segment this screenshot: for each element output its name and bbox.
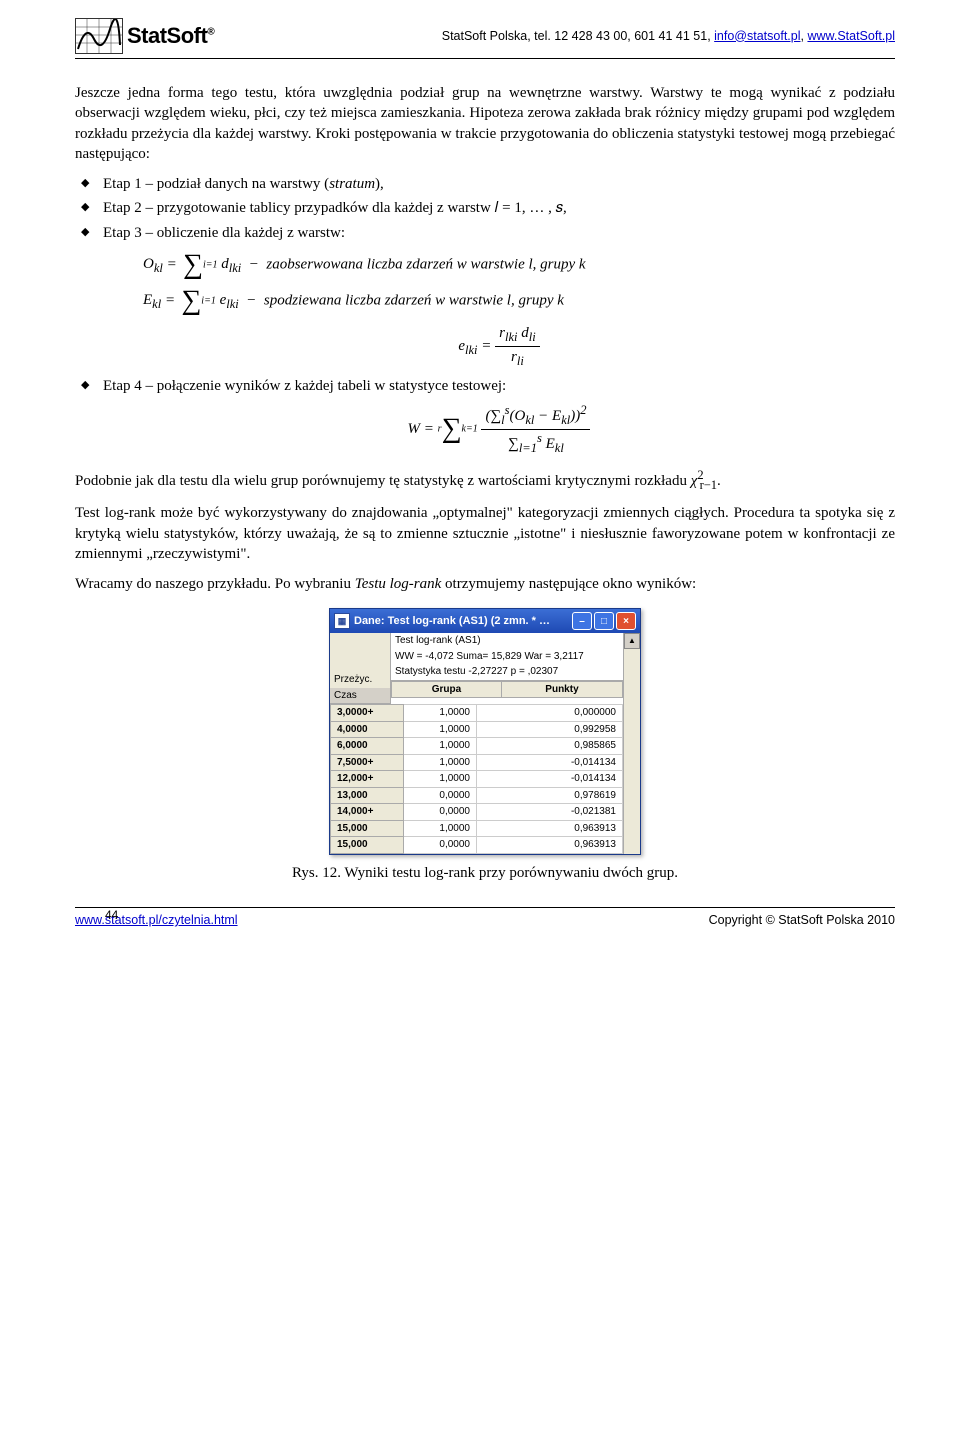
header-contact: StatSoft Polska, tel. 12 428 43 00, 601 … bbox=[214, 28, 895, 45]
data-table: 3,0000+1,00000,0000004,00001,00000,99295… bbox=[330, 704, 623, 854]
formula-O: Okl = ∑i=1 dlki − zaobserwowana liczba z… bbox=[143, 251, 895, 279]
footer-link[interactable]: www.statsoft.pl/czytelnia.html bbox=[75, 912, 238, 929]
page-number: 44 bbox=[105, 907, 118, 923]
figure-caption: Rys. 12. Wyniki testu log-rank przy poró… bbox=[75, 863, 895, 883]
site-link[interactable]: www.StatSoft.pl bbox=[807, 29, 895, 43]
results-window: ▦ Dane: Test log-rank (AS1) (2 zmn. * … … bbox=[329, 608, 641, 855]
table-row[interactable]: 6,00001,00000,985865 bbox=[331, 738, 623, 755]
formula-W: W = r∑k=1 (∑ls(Okl − Ekl))2 ∑l=1s Ekl bbox=[103, 402, 895, 457]
step-2: Etap 2 – przygotowanie tablicy przypadkó… bbox=[103, 198, 895, 218]
brand-logo: StatSoft® bbox=[75, 18, 214, 54]
table-row[interactable]: 3,0000+1,00000,000000 bbox=[331, 705, 623, 722]
email-link[interactable]: info@statsoft.pl bbox=[714, 29, 800, 43]
left-header-1: Przeżyc. bbox=[330, 672, 390, 688]
scroll-up-icon[interactable]: ▲ bbox=[624, 633, 640, 649]
close-button[interactable]: × bbox=[616, 612, 636, 630]
copyright: Copyright © StatSoft Polska 2010 bbox=[709, 912, 895, 929]
page-footer: www.statsoft.pl/czytelnia.html Copyright… bbox=[75, 907, 895, 929]
paragraph-intro: Jeszcze jedna forma tego testu, która uw… bbox=[75, 83, 895, 164]
formula-e-lki: elki = rlki dlirli bbox=[103, 323, 895, 370]
window-title: Dane: Test log-rank (AS1) (2 zmn. * … bbox=[354, 614, 570, 629]
scrollbar[interactable]: ▲ bbox=[623, 633, 640, 854]
document-icon: ▦ bbox=[334, 613, 350, 629]
brand-name: StatSoft® bbox=[127, 21, 214, 51]
col-punkty[interactable]: Punkty bbox=[501, 681, 622, 698]
table-row[interactable]: 14,000+0,0000-0,021381 bbox=[331, 804, 623, 821]
table-row[interactable]: 15,0000,00000,963913 bbox=[331, 837, 623, 854]
col-grupa[interactable]: Grupa bbox=[392, 681, 502, 698]
steps-list: Etap 1 – podział danych na warstwy (stra… bbox=[75, 174, 895, 457]
step-1: Etap 1 – podział danych na warstwy (stra… bbox=[103, 174, 895, 194]
maximize-button[interactable]: □ bbox=[594, 612, 614, 630]
table-row[interactable]: 13,0000,00000,978619 bbox=[331, 787, 623, 804]
info-block: Test log-rank (AS1) WW = -4,072 Suma= 15… bbox=[391, 633, 623, 681]
page-header: StatSoft® StatSoft Polska, tel. 12 428 4… bbox=[75, 18, 895, 59]
table-row[interactable]: 12,000+1,0000-0,014134 bbox=[331, 771, 623, 788]
table-row[interactable]: 15,0001,00000,963913 bbox=[331, 820, 623, 837]
table-row[interactable]: 4,00001,00000,992958 bbox=[331, 721, 623, 738]
step-4: Etap 4 – połączenie wyników z każdej tab… bbox=[103, 376, 895, 457]
left-header-2: Czas bbox=[330, 688, 390, 704]
paragraph-example: Wracamy do naszego przykładu. Po wybrani… bbox=[75, 574, 895, 594]
window-titlebar: ▦ Dane: Test log-rank (AS1) (2 zmn. * … … bbox=[330, 609, 640, 633]
table-row[interactable]: 7,5000+1,0000-0,014134 bbox=[331, 754, 623, 771]
logo-icon bbox=[75, 18, 123, 54]
paragraph-critique: Test log-rank może być wykorzystywany do… bbox=[75, 503, 895, 564]
step-3: Etap 3 – obliczenie dla każdej z warstw:… bbox=[103, 223, 895, 370]
minimize-button[interactable]: – bbox=[572, 612, 592, 630]
paragraph-chi: Podobnie jak dla testu dla wielu grup po… bbox=[75, 467, 895, 494]
formula-E: Ekl = ∑i=1 elki − spodziewana liczba zda… bbox=[143, 287, 895, 315]
